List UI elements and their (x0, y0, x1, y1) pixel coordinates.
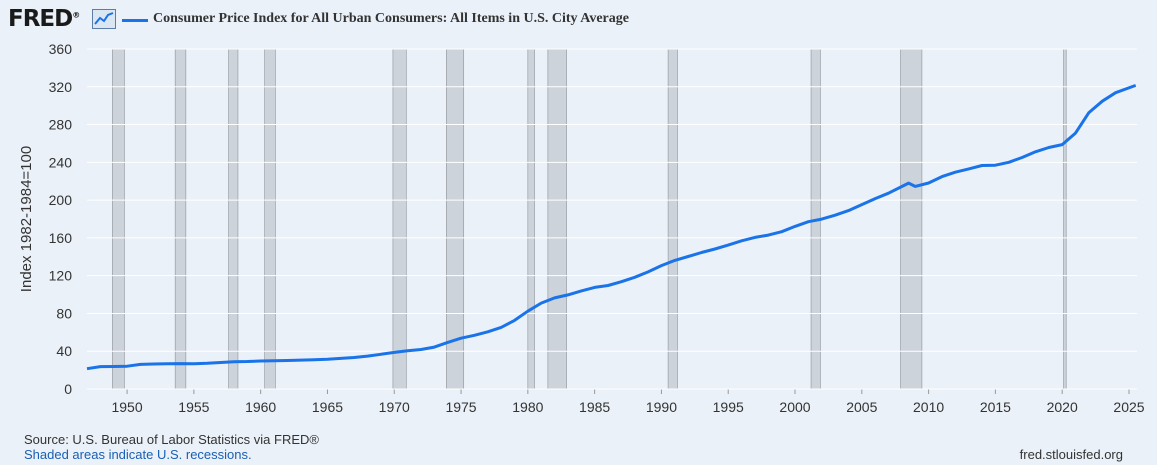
x-tick-label-2025: 2025 (1113, 399, 1144, 415)
recession-band-4 (392, 48, 407, 390)
line-chart-icon[interactable] (92, 9, 116, 29)
x-tick-label-1950: 1950 (111, 399, 142, 415)
recession-band-3 (264, 48, 276, 390)
chart-title: Consumer Price Index for All Urban Consu… (153, 11, 629, 26)
plot-background (87, 49, 1137, 389)
x-tick-label-1985: 1985 (579, 399, 610, 415)
y-tick-label-200: 200 (49, 192, 73, 208)
recession-band-0 (112, 48, 125, 390)
recession-note[interactable]: Shaded areas indicate U.S. recessions. (24, 447, 252, 462)
source-text: Source: U.S. Bureau of Labor Statistics … (24, 432, 319, 447)
y-axis-ticks: 0 40 80 120 160 200 240 280 320 360 (49, 41, 73, 397)
x-tick-label-1955: 1955 (178, 399, 209, 415)
x-tick-label-1975: 1975 (445, 399, 476, 415)
recession-band-1 (174, 48, 187, 390)
y-tick-label-40: 40 (56, 343, 72, 359)
x-tick-label-2005: 2005 (846, 399, 877, 415)
y-tick-label-0: 0 (64, 381, 72, 397)
x-tick-label-2015: 2015 (980, 399, 1011, 415)
x-axis-ticks: 1950 1955 1960 1965 1970 1975 1980 1985 1990 1995… (111, 389, 1145, 415)
x-tick-label-2010: 2010 (913, 399, 944, 415)
x-tick-label-2020: 2020 (1047, 399, 1078, 415)
y-tick-label-120: 120 (49, 268, 73, 284)
y-tick-label-320: 320 (49, 79, 73, 95)
fred-logo-registered: ® (72, 10, 80, 20)
site-credit[interactable]: fred.stlouisfed.org (1019, 447, 1123, 462)
y-tick-label-240: 240 (49, 154, 73, 170)
y-tick-label-360: 360 (49, 41, 73, 57)
x-tick-label-1965: 1965 (312, 399, 343, 415)
x-tick-label-1970: 1970 (379, 399, 410, 415)
recession-band-8 (667, 48, 678, 390)
cpi-series-line[interactable] (86, 83, 1137, 371)
fred-logo-text: FRED (8, 6, 73, 32)
x-tick-label-1980: 1980 (512, 399, 543, 415)
recession-band-7 (547, 48, 567, 390)
y-tick-label-160: 160 (49, 230, 73, 246)
x-tick-label-2000: 2000 (779, 399, 810, 415)
y-tick-label-80: 80 (56, 305, 72, 321)
y-axis-label: Index 1982-1984=100 (18, 146, 35, 292)
x-tick-label-1995: 1995 (713, 399, 744, 415)
source-note: Source: U.S. Bureau of Labor Statistics … (24, 432, 319, 462)
x-tick-label-1990: 1990 (646, 399, 677, 415)
fred-logo[interactable]: FRED® (8, 6, 80, 32)
y-tick-label-280: 280 (49, 117, 73, 133)
recession-band-11 (1063, 48, 1067, 390)
recession-band-2 (228, 48, 239, 390)
recession-band-6 (527, 48, 535, 390)
x-tick-label-1960: 1960 (245, 399, 276, 415)
legend-swatch (122, 19, 148, 22)
recession-band-10 (900, 48, 923, 390)
